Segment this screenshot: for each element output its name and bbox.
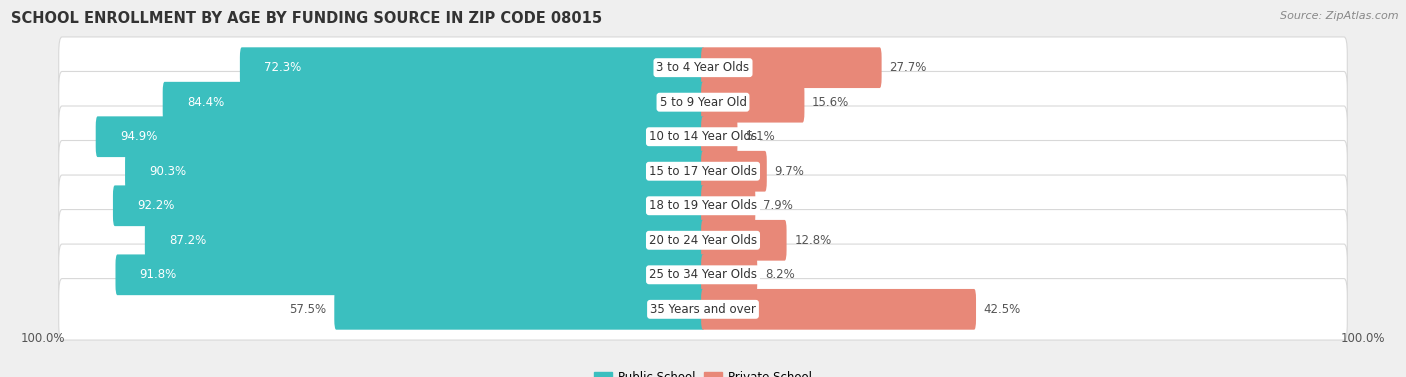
FancyBboxPatch shape bbox=[59, 106, 1347, 167]
Text: 57.5%: 57.5% bbox=[290, 303, 326, 316]
FancyBboxPatch shape bbox=[115, 254, 704, 295]
FancyBboxPatch shape bbox=[702, 220, 786, 261]
FancyBboxPatch shape bbox=[145, 220, 704, 261]
FancyBboxPatch shape bbox=[240, 47, 704, 88]
FancyBboxPatch shape bbox=[59, 37, 1347, 98]
FancyBboxPatch shape bbox=[59, 141, 1347, 202]
Text: 7.9%: 7.9% bbox=[763, 199, 793, 212]
Text: Source: ZipAtlas.com: Source: ZipAtlas.com bbox=[1281, 11, 1399, 21]
Text: 100.0%: 100.0% bbox=[1341, 332, 1385, 345]
FancyBboxPatch shape bbox=[96, 116, 704, 157]
Text: 8.2%: 8.2% bbox=[765, 268, 794, 281]
FancyBboxPatch shape bbox=[112, 185, 704, 226]
Text: 100.0%: 100.0% bbox=[21, 332, 65, 345]
FancyBboxPatch shape bbox=[59, 210, 1347, 271]
FancyBboxPatch shape bbox=[702, 185, 755, 226]
FancyBboxPatch shape bbox=[702, 116, 738, 157]
Text: 35 Years and over: 35 Years and over bbox=[650, 303, 756, 316]
FancyBboxPatch shape bbox=[59, 175, 1347, 236]
Text: 90.3%: 90.3% bbox=[149, 165, 187, 178]
Text: 72.3%: 72.3% bbox=[264, 61, 301, 74]
Legend: Public School, Private School: Public School, Private School bbox=[589, 366, 817, 377]
FancyBboxPatch shape bbox=[702, 151, 766, 192]
Text: 42.5%: 42.5% bbox=[984, 303, 1021, 316]
Text: 18 to 19 Year Olds: 18 to 19 Year Olds bbox=[650, 199, 756, 212]
FancyBboxPatch shape bbox=[702, 289, 976, 330]
Text: 5.1%: 5.1% bbox=[745, 130, 775, 143]
Text: 94.9%: 94.9% bbox=[120, 130, 157, 143]
Text: 25 to 34 Year Olds: 25 to 34 Year Olds bbox=[650, 268, 756, 281]
Text: 15 to 17 Year Olds: 15 to 17 Year Olds bbox=[650, 165, 756, 178]
Text: 5 to 9 Year Old: 5 to 9 Year Old bbox=[659, 96, 747, 109]
FancyBboxPatch shape bbox=[59, 279, 1347, 340]
Text: 20 to 24 Year Olds: 20 to 24 Year Olds bbox=[650, 234, 756, 247]
Text: 15.6%: 15.6% bbox=[813, 96, 849, 109]
FancyBboxPatch shape bbox=[125, 151, 704, 192]
Text: 3 to 4 Year Olds: 3 to 4 Year Olds bbox=[657, 61, 749, 74]
Text: 10 to 14 Year Olds: 10 to 14 Year Olds bbox=[650, 130, 756, 143]
FancyBboxPatch shape bbox=[335, 289, 704, 330]
Text: SCHOOL ENROLLMENT BY AGE BY FUNDING SOURCE IN ZIP CODE 08015: SCHOOL ENROLLMENT BY AGE BY FUNDING SOUR… bbox=[11, 11, 602, 26]
Text: 84.4%: 84.4% bbox=[187, 96, 224, 109]
Text: 92.2%: 92.2% bbox=[138, 199, 174, 212]
FancyBboxPatch shape bbox=[702, 82, 804, 123]
Text: 87.2%: 87.2% bbox=[169, 234, 207, 247]
Text: 27.7%: 27.7% bbox=[889, 61, 927, 74]
FancyBboxPatch shape bbox=[163, 82, 704, 123]
FancyBboxPatch shape bbox=[59, 244, 1347, 305]
Text: 12.8%: 12.8% bbox=[794, 234, 831, 247]
Text: 9.7%: 9.7% bbox=[775, 165, 804, 178]
FancyBboxPatch shape bbox=[702, 254, 758, 295]
Text: 91.8%: 91.8% bbox=[139, 268, 177, 281]
FancyBboxPatch shape bbox=[59, 72, 1347, 133]
FancyBboxPatch shape bbox=[702, 47, 882, 88]
